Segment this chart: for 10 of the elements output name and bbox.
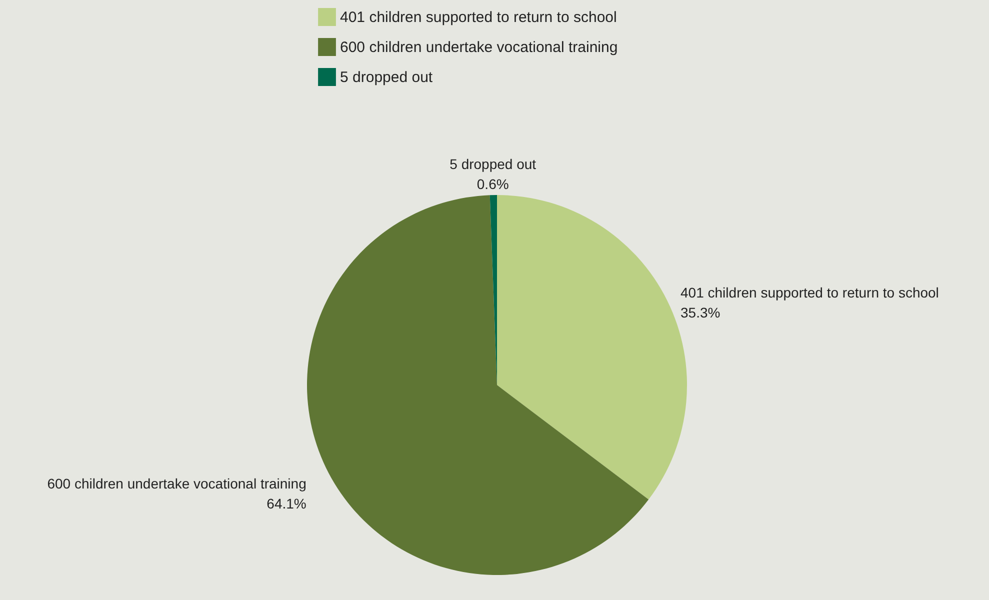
data-label: 35.3%: [680, 304, 720, 321]
legend-label: 5 dropped out: [340, 69, 434, 86]
data-label: 64.1%: [266, 495, 306, 512]
data-label: 0.6%: [476, 176, 509, 192]
pie-slice: [307, 195, 649, 575]
slice-label: 401 children supported to return to school: [680, 284, 939, 301]
legend-label: 401 children supported to return to school: [340, 9, 617, 26]
legend-label: 600 children undertake vocational training: [340, 39, 618, 56]
slice-label: 5 dropped out: [450, 156, 536, 172]
slice-label: 600 children undertake vocational training: [47, 475, 306, 492]
